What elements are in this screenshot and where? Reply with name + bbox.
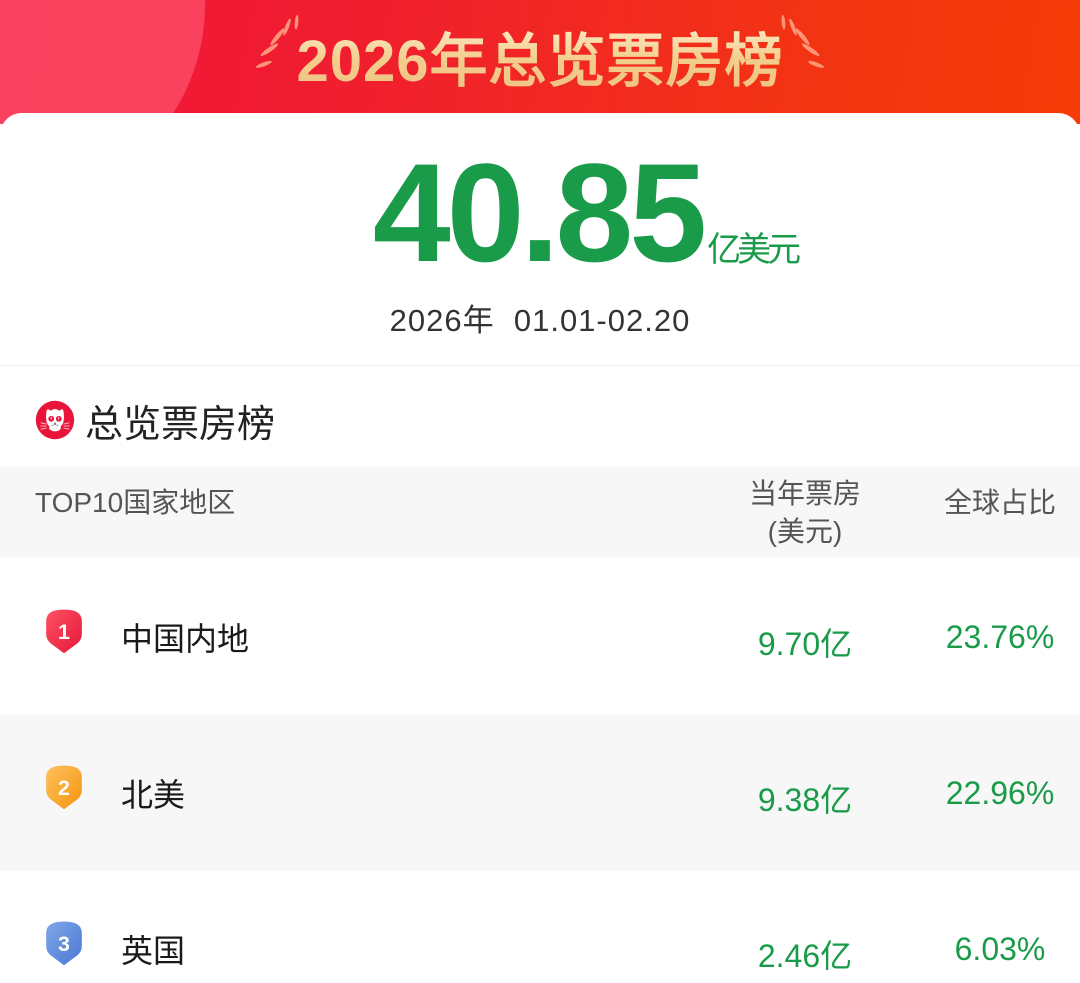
svg-text:1: 1 [58, 620, 70, 644]
svg-text:3: 3 [58, 932, 70, 956]
svg-text:2: 2 [58, 776, 70, 800]
